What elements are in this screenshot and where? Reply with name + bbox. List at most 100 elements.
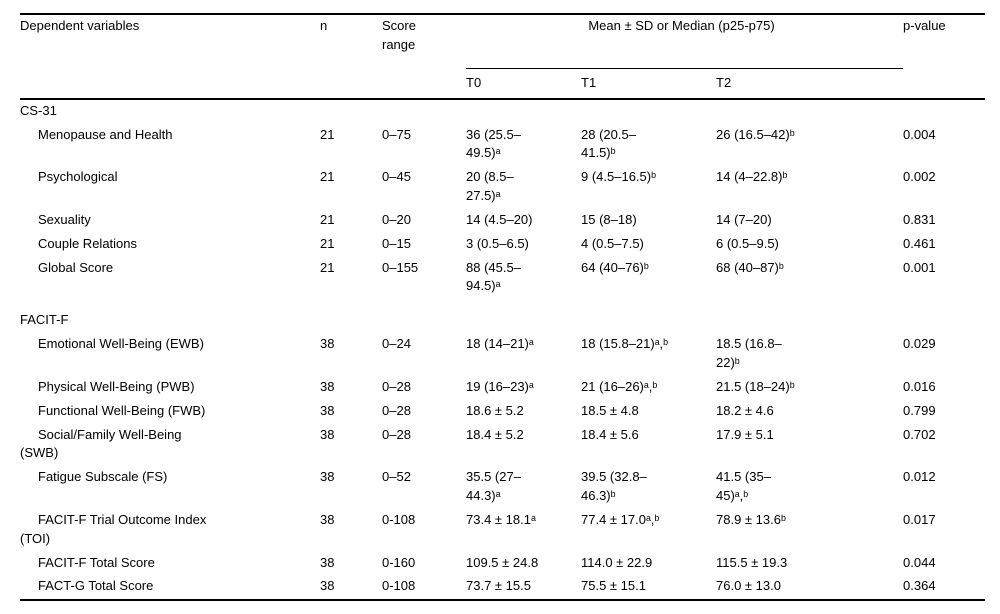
cell-p-value: 0.002 <box>903 169 936 185</box>
row-global-score: Global Score 21 0–155 88 (45.5– 94.5)ᵃ 6… <box>20 257 985 300</box>
section-row-facit-f: FACIT-F <box>20 299 985 333</box>
cell-t2: 14 (7–20) <box>716 211 772 227</box>
cell-n: 38 <box>320 578 335 594</box>
cell-n: 21 <box>320 211 335 227</box>
cell-score-range: 0–28 <box>382 378 411 394</box>
cell-n: 38 <box>320 402 335 418</box>
cell-p-value: 0.004 <box>903 126 936 142</box>
cell-t2: 14 (4–22.8)ᵇ <box>716 169 788 185</box>
cell-label: Sexuality <box>38 211 91 227</box>
cell-t1: 9 (4.5–16.5)ᵇ <box>581 169 657 185</box>
cell-t1: 39.5 (32.8– 46.3)ᵇ <box>581 469 647 504</box>
cell-t0: 35.5 (27– 44.3)ᵃ <box>466 469 521 504</box>
cell-label: Physical Well-Being (PWB) <box>38 378 195 394</box>
cell-t2: 78.9 ± 13.6ᵇ <box>716 511 786 527</box>
cell-t0: 18.6 ± 5.2 <box>466 402 524 418</box>
col-header-dependent-variables: Dependent variables <box>20 14 320 100</box>
cell-score-range: 0–45 <box>382 169 411 185</box>
cell-t0: 73.7 ± 15.5 <box>466 578 531 594</box>
cell-label: Couple Relations <box>38 235 138 251</box>
cell-t0: 20 (8.5– 27.5)ᵃ <box>466 169 514 204</box>
section-label: CS-31 <box>20 102 57 118</box>
cell-score-range: 0-108 <box>382 511 416 527</box>
section-row-cs31: CS-31 <box>20 99 985 124</box>
section-label: FACIT-F <box>20 312 69 328</box>
col-header-n: n <box>320 14 382 100</box>
cell-p-value: 0.001 <box>903 259 936 275</box>
cell-score-range: 0–52 <box>382 469 411 485</box>
cell-label: Functional Well-Being (FWB) <box>38 402 206 418</box>
cell-t2: 18.5 (16.8– 22)ᵇ <box>716 336 782 370</box>
row-fact-g-total-score: FACT-G Total Score 38 0-108 73.7 ± 15.5 … <box>20 575 985 600</box>
cell-t0: 19 (16–23)ᵃ <box>466 378 534 394</box>
cell-t1: 114.0 ± 22.9 <box>581 554 653 570</box>
cell-t1: 15 (8–18) <box>581 211 637 227</box>
cell-n: 38 <box>320 554 335 570</box>
col-header-score-range: Score range <box>382 14 466 100</box>
cell-t1: 77.4 ± 17.0ᵃ,ᵇ <box>581 511 660 527</box>
col-header-t1: T1 <box>581 68 716 100</box>
col-header-mean-sd-median: Mean ± SD or Median (p25-p75) <box>466 14 904 69</box>
row-functional-well-being: Functional Well-Being (FWB) 38 0–28 18.6… <box>20 400 985 424</box>
cell-label: FACT-G Total Score <box>38 578 154 594</box>
cell-p-value: 0.364 <box>903 578 936 594</box>
cell-label: FACIT-F Total Score <box>38 554 155 570</box>
cell-t1: 75.5 ± 15.1 <box>581 578 646 594</box>
cell-t2: 115.5 ± 19.3 <box>716 554 788 570</box>
row-sexuality: Sexuality 21 0–20 14 (4.5–20) 15 (8–18) … <box>20 209 985 233</box>
cell-t1: 28 (20.5– 41.5)ᵇ <box>581 126 636 161</box>
cell-score-range: 0-108 <box>382 578 416 594</box>
cell-n: 38 <box>320 378 335 394</box>
cell-score-range: 0–24 <box>382 336 411 352</box>
cell-p-value: 0.702 <box>903 426 936 442</box>
cell-p-value: 0.799 <box>903 402 936 418</box>
cell-p-value: 0.029 <box>903 336 936 352</box>
cell-score-range: 0-160 <box>382 554 416 570</box>
cell-label: Fatigue Subscale (FS) <box>38 469 168 485</box>
cell-t2: 6 (0.5–9.5) <box>716 235 779 251</box>
cell-t1: 18.4 ± 5.6 <box>581 426 639 442</box>
cell-label: FACIT-F Trial Outcome Index (TOI) <box>20 511 207 546</box>
cell-n: 21 <box>320 259 335 275</box>
cell-t0: 88 (45.5– 94.5)ᵃ <box>466 259 521 294</box>
cell-t0: 14 (4.5–20) <box>466 211 533 227</box>
cell-t1: 18.5 ± 4.8 <box>581 402 639 418</box>
cell-t0: 73.4 ± 18.1ᵃ <box>466 511 536 527</box>
col-header-t0: T0 <box>466 68 581 100</box>
results-table: Dependent variables n Score range Mean ±… <box>20 13 986 602</box>
cell-label: Psychological <box>38 169 118 185</box>
header-row-top: Dependent variables n Score range Mean ±… <box>20 14 986 100</box>
cell-n: 21 <box>320 235 335 251</box>
cell-p-value: 0.017 <box>903 511 936 527</box>
cell-n: 38 <box>320 511 335 527</box>
cell-p-value: 0.016 <box>903 378 936 394</box>
cell-t0: 3 (0.5–6.5) <box>466 235 529 251</box>
cell-score-range: 0–20 <box>382 211 411 227</box>
cell-p-value: 0.461 <box>903 235 936 251</box>
cell-score-range: 0–15 <box>382 235 411 251</box>
cell-t0: 18.4 ± 5.2 <box>466 426 524 442</box>
cell-score-range: 0–155 <box>382 259 419 275</box>
row-fatigue-subscale: Fatigue Subscale (FS) 38 0–52 35.5 (27– … <box>20 466 985 509</box>
cell-score-range: 0–75 <box>382 126 411 142</box>
row-facit-f-trial-outcome-index: FACIT-F Trial Outcome Index (TOI) 38 0-1… <box>20 509 985 552</box>
row-emotional-well-being: Emotional Well-Being (EWB) 38 0–24 18 (1… <box>20 333 985 376</box>
cell-t0: 109.5 ± 24.8 <box>466 554 539 570</box>
header-row-timepoints: T0 T1 T2 <box>20 68 985 100</box>
cell-p-value: 0.831 <box>903 211 936 227</box>
cell-t2: 76.0 ± 13.0 <box>716 578 781 594</box>
cell-t2: 17.9 ± 5.1 <box>716 426 774 442</box>
col-header-p-value: p-value <box>903 14 986 100</box>
cell-score-range: 0–28 <box>382 426 411 442</box>
cell-score-range: 0–28 <box>382 402 411 418</box>
cell-t0: 18 (14–21)ᵃ <box>466 336 534 352</box>
cell-label: Global Score <box>38 259 114 275</box>
cell-t0: 36 (25.5– 49.5)ᵃ <box>466 126 521 161</box>
cell-n: 21 <box>320 169 335 185</box>
cell-label: Menopause and Health <box>38 126 173 142</box>
cell-n: 38 <box>320 469 335 485</box>
cell-t1: 18 (15.8–21)ᵃ,ᵇ <box>581 336 669 352</box>
cell-t2: 26 (16.5–42)ᵇ <box>716 126 795 142</box>
row-psychological: Psychological 21 0–45 20 (8.5– 27.5)ᵃ 9 … <box>20 166 985 209</box>
row-facit-f-total-score: FACIT-F Total Score 38 0-160 109.5 ± 24.… <box>20 552 985 576</box>
